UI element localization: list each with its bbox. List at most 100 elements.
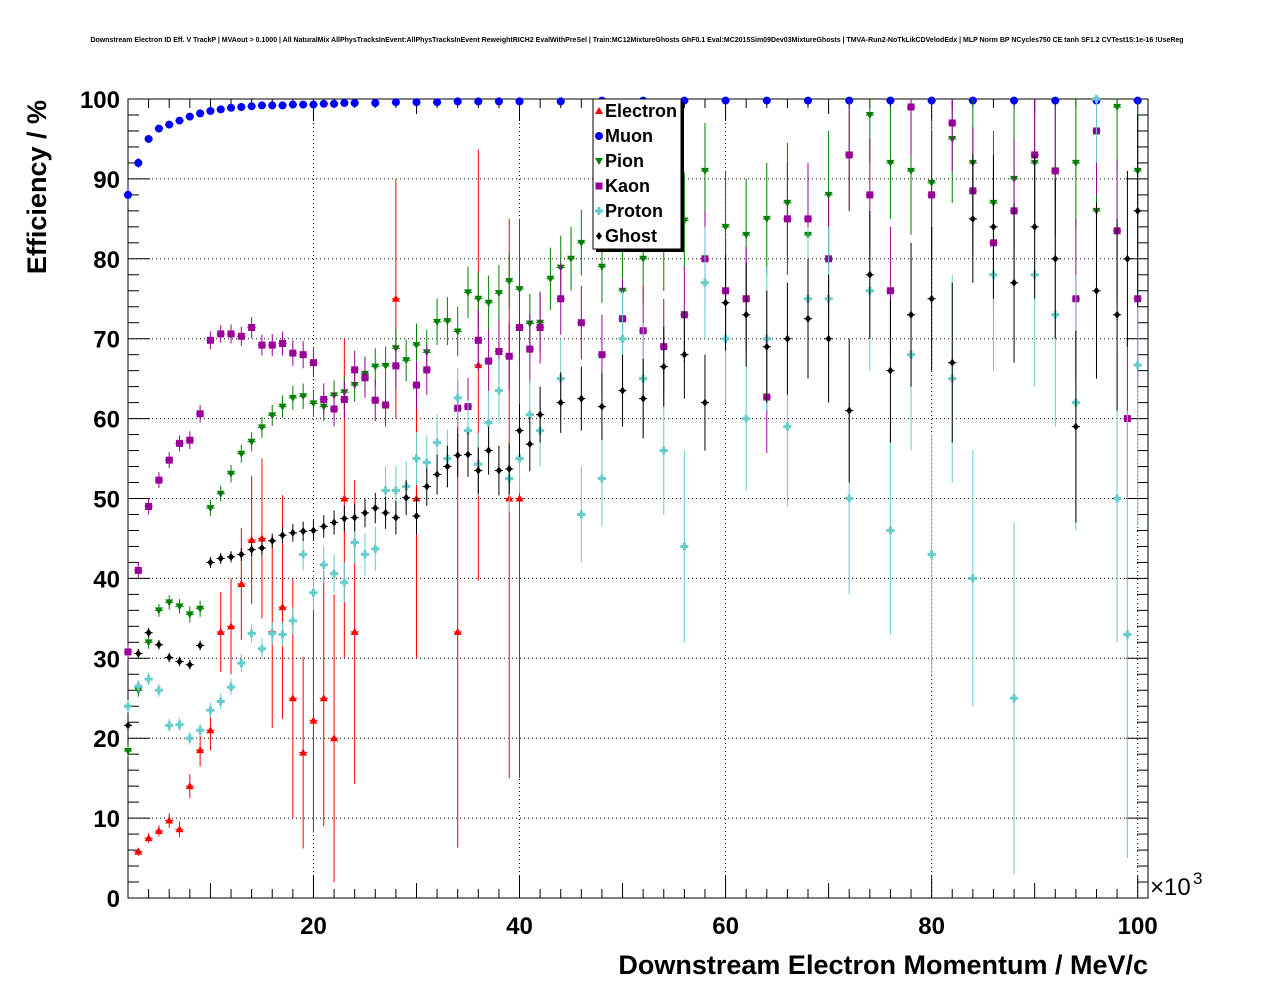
data-point [268,341,276,349]
data-point [351,366,359,374]
data-point [465,450,471,459]
data-point [422,458,431,467]
legend-marker-kaon [595,182,603,190]
data-point [134,566,142,574]
data-point [197,641,204,650]
data-point [721,96,730,105]
data-point [701,398,708,407]
data-point [474,336,482,344]
data-point [464,426,472,435]
data-point [361,508,368,517]
data-point [515,494,524,502]
data-point [206,706,215,715]
data-point [351,513,358,522]
data-point [402,357,411,365]
data-point [948,119,956,127]
data-point [134,682,143,691]
data-point [453,328,462,336]
data-point [453,627,462,635]
data-point [237,332,245,340]
data-point [330,99,339,108]
data-point [206,505,215,513]
data-point [1010,96,1019,105]
y-tick-label: 60 [93,407,120,434]
data-point [371,98,380,107]
data-point [319,560,328,569]
x-tick-label: 40 [506,913,533,940]
data-point [526,440,533,449]
data-point [783,422,792,431]
data-point [1123,630,1132,639]
data-point [237,102,246,111]
data-point [722,298,729,307]
data-point [165,599,174,607]
data-point [577,510,586,519]
data-point [597,474,606,483]
data-point [309,100,318,109]
data-point [433,98,442,107]
data-point [1031,222,1038,231]
data-point [525,410,534,419]
data-point [309,716,318,724]
data-point [742,231,751,239]
data-point [289,528,296,537]
data-point [165,456,173,464]
data-point [319,694,328,702]
legend-marker-ghost [596,232,602,240]
data-point [413,512,420,521]
data-point [381,362,390,370]
data-point [391,98,400,107]
data-point [165,816,174,824]
data-point [310,526,317,535]
data-point [350,98,359,107]
data-point [908,310,915,319]
data-point [1093,286,1100,295]
data-point [454,451,461,460]
data-point [299,100,308,109]
data-point [783,215,791,223]
data-point [144,675,153,684]
legend-marker-pion [595,158,603,165]
data-point [237,450,246,458]
data-point [412,381,420,389]
data-point [257,424,266,432]
data-point [227,103,236,112]
y-tick-label: 0 [107,886,120,913]
data-point [949,358,956,367]
data-point [577,239,586,247]
data-point [278,603,287,611]
data-point [278,101,287,110]
data-point [176,657,183,666]
data-point [474,295,483,303]
data-point [268,101,277,110]
data-point [289,349,297,357]
y-tick-label: 80 [93,247,120,274]
data-point [526,345,534,353]
data-point [155,640,162,649]
data-point [227,330,235,338]
data-point [154,124,163,133]
data-point [278,403,287,411]
data-point [474,97,483,106]
data-point [340,494,349,502]
data-point [700,278,709,287]
data-point [464,289,472,297]
legend-label-muon: Muon [605,126,653,146]
data-point [845,494,854,503]
data-point [258,544,265,553]
data-point [968,574,977,583]
data-point [288,100,297,109]
legend-marker-electron [595,107,603,114]
y-tick-label: 90 [93,167,120,194]
data-point [556,97,565,106]
data-point [165,721,174,730]
data-point [433,438,442,447]
data-point [886,526,895,535]
legend-box [592,98,682,250]
data-point [279,339,287,347]
y-tick-label: 50 [93,487,120,514]
data-point [134,158,143,167]
data-point [288,394,297,402]
data-point [536,324,544,332]
data-point [176,439,184,447]
